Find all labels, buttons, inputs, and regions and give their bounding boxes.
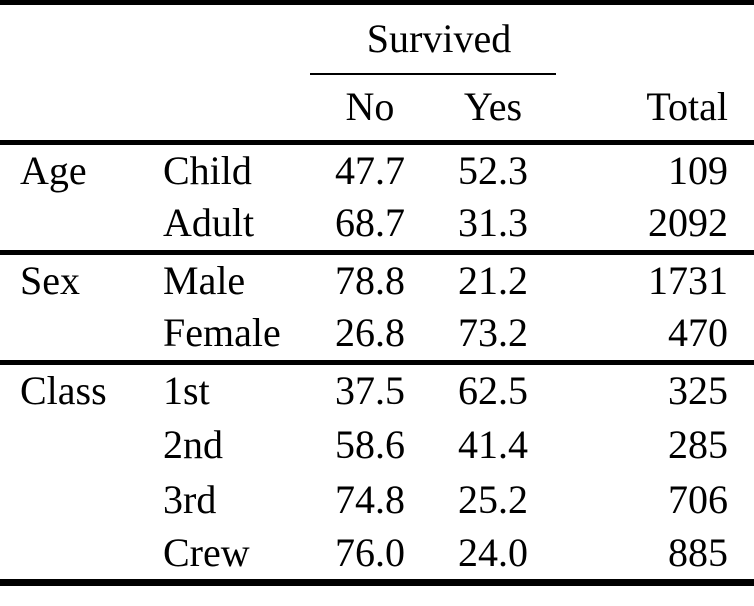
category-label: Child	[163, 147, 252, 193]
value-yes: 41.4	[458, 421, 528, 467]
value-no: 68.7	[335, 200, 405, 246]
column-header-no: No	[345, 84, 395, 130]
category-label: 1st	[163, 367, 210, 413]
survived-spanner-header: Survived	[310, 2, 556, 75]
value-no: 26.8	[335, 310, 405, 356]
category-label: 2nd	[163, 421, 223, 467]
category-label: Male	[163, 257, 246, 303]
spacer-cell	[140, 3, 310, 75]
section-sex: Sex Male 78.8 21.2 1731 Female 26.8 73.2…	[0, 252, 754, 362]
value-total: 470	[668, 310, 728, 356]
value-yes: 52.3	[458, 147, 528, 193]
value-total: 285	[668, 421, 728, 467]
category-label: 3rd	[163, 476, 217, 522]
table-row: 3rd 74.8 25.2 706	[0, 472, 754, 527]
group-label: Class	[20, 367, 107, 413]
category-label: Crew	[163, 529, 250, 575]
table-row: Class 1st 37.5 62.5 325	[0, 362, 754, 417]
value-no: 37.5	[335, 367, 405, 413]
group-label: Sex	[20, 257, 80, 303]
column-header-row: No Yes Total	[0, 74, 754, 142]
value-total: 325	[668, 367, 728, 413]
value-yes: 31.3	[458, 200, 528, 246]
value-no: 76.0	[335, 529, 405, 575]
group-label	[0, 417, 140, 472]
value-total: 2092	[648, 200, 728, 246]
table-row: Female 26.8 73.2 470	[0, 307, 754, 362]
spanner-row: Survived	[0, 2, 754, 75]
section-class: Class 1st 37.5 62.5 325 2nd 58.6 41.4 28…	[0, 362, 754, 582]
value-total: 1731	[648, 257, 728, 303]
value-no: 58.6	[335, 421, 405, 467]
value-total: 109	[668, 147, 728, 193]
value-no: 78.8	[335, 257, 405, 303]
value-yes: 24.0	[458, 529, 528, 575]
value-yes: 62.5	[458, 367, 528, 413]
column-header-total: Total	[646, 83, 728, 129]
value-no: 74.8	[335, 476, 405, 522]
value-yes: 21.2	[458, 257, 528, 303]
category-label: Female	[163, 310, 281, 356]
group-label	[0, 527, 140, 582]
category-label: Adult	[163, 200, 255, 246]
table-row: Sex Male 78.8 21.2 1731	[0, 252, 754, 307]
spacer-cell	[140, 74, 310, 142]
table-header: Survived No Yes Total	[0, 2, 754, 142]
table-row: Adult 68.7 31.3 2092	[0, 197, 754, 252]
group-label: Age	[20, 147, 87, 193]
survival-table: Survived No Yes Total Age Child 47.7 52.…	[0, 0, 754, 586]
table-row: 2nd 58.6 41.4 285	[0, 417, 754, 472]
table-row: Age Child 47.7 52.3 109	[0, 142, 754, 197]
value-total: 706	[668, 476, 728, 522]
value-yes: 25.2	[458, 476, 528, 522]
spacer-cell	[0, 3, 140, 75]
group-label	[0, 197, 140, 252]
spacer-cell	[0, 74, 140, 142]
table-row: Crew 76.0 24.0 885	[0, 527, 754, 582]
group-label	[0, 307, 140, 362]
group-label	[0, 472, 140, 527]
section-age: Age Child 47.7 52.3 109 Adult 68.7 31.3 …	[0, 142, 754, 252]
value-total: 885	[668, 529, 728, 575]
spacer-cell	[556, 3, 754, 75]
value-yes: 73.2	[458, 310, 528, 356]
value-no: 47.7	[335, 147, 405, 193]
column-header-yes: Yes	[463, 84, 523, 130]
